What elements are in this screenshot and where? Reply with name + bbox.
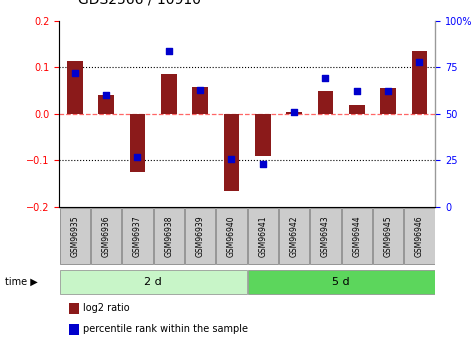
Text: GSM96940: GSM96940 (227, 216, 236, 257)
Text: GSM96942: GSM96942 (289, 216, 298, 257)
FancyBboxPatch shape (248, 270, 435, 294)
FancyBboxPatch shape (60, 270, 246, 294)
Text: GSM96944: GSM96944 (352, 216, 361, 257)
Text: GSM96937: GSM96937 (133, 216, 142, 257)
Bar (193, 87, 208, 114)
Bar (98, 95, 114, 114)
FancyBboxPatch shape (185, 208, 215, 265)
FancyBboxPatch shape (217, 208, 246, 265)
Point (228, 156, 235, 161)
Point (134, 154, 141, 159)
FancyBboxPatch shape (91, 208, 121, 265)
Point (385, 89, 392, 94)
Point (353, 89, 360, 94)
Point (290, 109, 298, 115)
Point (416, 59, 423, 65)
Text: GSM96935: GSM96935 (70, 216, 79, 257)
FancyBboxPatch shape (60, 208, 90, 265)
Bar (412, 51, 427, 114)
FancyBboxPatch shape (279, 208, 309, 265)
Bar (161, 74, 176, 114)
FancyBboxPatch shape (123, 208, 152, 265)
Point (259, 161, 267, 167)
Bar (255, 114, 271, 156)
Bar (286, 111, 302, 114)
Text: GSM96943: GSM96943 (321, 216, 330, 257)
Text: percentile rank within the sample: percentile rank within the sample (83, 324, 248, 334)
Text: GSM96936: GSM96936 (102, 216, 111, 257)
Bar (67, 61, 83, 114)
FancyBboxPatch shape (404, 208, 435, 265)
Text: GSM96941: GSM96941 (258, 216, 267, 257)
FancyBboxPatch shape (248, 208, 278, 265)
Text: 2 d: 2 d (144, 277, 162, 287)
FancyBboxPatch shape (373, 208, 403, 265)
Text: time ▶: time ▶ (5, 277, 37, 287)
Bar (380, 88, 396, 114)
FancyBboxPatch shape (154, 208, 184, 265)
Text: GDS2566 / 10910: GDS2566 / 10910 (78, 0, 201, 7)
Bar (224, 114, 239, 191)
Point (196, 87, 204, 92)
Text: GSM96945: GSM96945 (384, 216, 393, 257)
FancyBboxPatch shape (310, 208, 341, 265)
Bar (130, 114, 145, 172)
Text: GSM96938: GSM96938 (164, 216, 173, 257)
Text: GSM96946: GSM96946 (415, 216, 424, 257)
Bar (318, 90, 333, 114)
Text: 5 d: 5 d (333, 277, 350, 287)
Text: log2 ratio: log2 ratio (83, 304, 130, 313)
Point (322, 76, 329, 81)
Point (71, 70, 79, 76)
Point (165, 48, 173, 53)
Bar (349, 105, 365, 114)
Point (102, 92, 110, 98)
Text: GSM96939: GSM96939 (196, 216, 205, 257)
FancyBboxPatch shape (342, 208, 372, 265)
